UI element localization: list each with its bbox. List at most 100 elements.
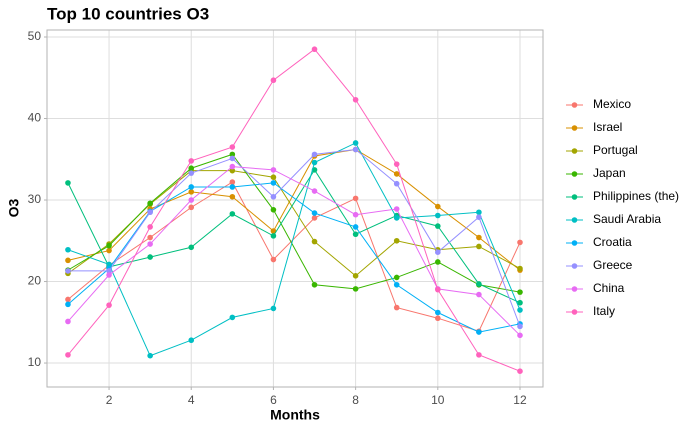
- data-point: [352, 273, 359, 279]
- data-point: [147, 224, 153, 230]
- x-tick-label: 12: [513, 393, 527, 407]
- data-point: [147, 352, 153, 359]
- data-point: [270, 180, 277, 186]
- data-point: [65, 180, 71, 186]
- data-point: [393, 161, 400, 167]
- legend-label: Greece: [593, 258, 633, 272]
- data-point: [311, 210, 318, 216]
- data-point: [352, 96, 359, 103]
- series: [65, 146, 523, 330]
- legend-key-point: [571, 263, 578, 269]
- data-point: [270, 305, 277, 312]
- data-point: [270, 174, 277, 181]
- data-point: [393, 237, 400, 244]
- legend-label: Philippines (the): [593, 189, 679, 203]
- data-point: [188, 244, 195, 251]
- data-point: [476, 214, 482, 220]
- data-point: [65, 257, 71, 264]
- data-point: [106, 272, 112, 278]
- x-tick-label: 2: [106, 393, 113, 407]
- data-point: [229, 167, 236, 174]
- data-point: [311, 188, 318, 194]
- data-point: [476, 291, 482, 298]
- data-point: [393, 215, 400, 221]
- legend-key-point: [571, 286, 578, 292]
- legend-label: Croatia: [593, 235, 632, 249]
- data-point: [352, 140, 359, 146]
- data-point: [270, 77, 277, 84]
- data-point: [393, 171, 400, 177]
- y-tick-label: 40: [28, 111, 42, 125]
- data-point: [435, 315, 441, 322]
- legend-key-point: [571, 125, 578, 131]
- plot-panel: [47, 30, 543, 387]
- x-tick-label: 6: [270, 393, 277, 407]
- data-point: [352, 146, 359, 153]
- y-tick-label: 20: [28, 274, 42, 288]
- data-point: [435, 212, 441, 219]
- data-point: [311, 281, 318, 288]
- data-point: [311, 215, 318, 221]
- legend-key-point: [571, 240, 578, 246]
- data-point: [270, 193, 277, 200]
- data-point: [229, 314, 236, 321]
- data-point: [435, 259, 441, 265]
- series-line: [67, 148, 521, 271]
- series-line: [67, 181, 521, 332]
- series-line: [67, 148, 521, 327]
- x-tick-label: 4: [188, 393, 195, 407]
- x-tick-label: 8: [352, 393, 359, 407]
- data-point: [435, 309, 441, 316]
- data-point: [352, 231, 359, 238]
- legend-key-point: [571, 102, 578, 108]
- data-point: [147, 209, 153, 216]
- data-point: [188, 170, 195, 176]
- data-point: [65, 318, 71, 325]
- data-point: [229, 184, 236, 190]
- data-point: [517, 299, 523, 306]
- data-point: [435, 249, 441, 255]
- data-point: [147, 200, 153, 207]
- legend-label: Japan: [593, 166, 626, 180]
- data-point: [476, 234, 482, 241]
- legend-label: Israel: [593, 120, 622, 134]
- data-point: [229, 144, 236, 150]
- series: [65, 179, 523, 335]
- data-point: [476, 281, 482, 287]
- data-point: [229, 163, 236, 170]
- data-point: [517, 265, 523, 272]
- series: [65, 46, 523, 374]
- data-point: [393, 304, 400, 311]
- data-point: [393, 206, 400, 212]
- y-tick-label: 10: [28, 355, 42, 369]
- data-point: [311, 46, 318, 53]
- data-point: [188, 337, 195, 344]
- data-point: [476, 352, 482, 358]
- data-point: [188, 184, 195, 190]
- data-point: [435, 286, 441, 293]
- data-point: [188, 165, 195, 172]
- data-point: [147, 254, 153, 260]
- chart-title: Top 10 countries O3: [47, 4, 209, 23]
- data-point: [188, 204, 195, 211]
- series: [65, 163, 523, 339]
- y-tick-label: 30: [28, 192, 42, 206]
- data-point: [188, 197, 195, 203]
- data-point: [229, 179, 236, 185]
- legend-key-point: [571, 309, 578, 315]
- data-point: [106, 247, 112, 254]
- legend-key-point: [571, 194, 578, 200]
- legend-key-point: [571, 148, 578, 154]
- data-point: [147, 241, 153, 247]
- legend-key-point: [571, 217, 578, 223]
- legend-label: Portugal: [593, 143, 638, 157]
- legend-label: China: [593, 281, 625, 295]
- panel-border: [46, 29, 544, 388]
- data-point: [476, 329, 482, 335]
- data-point: [65, 246, 71, 253]
- data-point: [229, 211, 236, 217]
- x-axis-title: Months: [270, 407, 320, 423]
- data-point: [270, 207, 277, 213]
- series-line: [67, 166, 521, 336]
- data-point: [393, 281, 400, 288]
